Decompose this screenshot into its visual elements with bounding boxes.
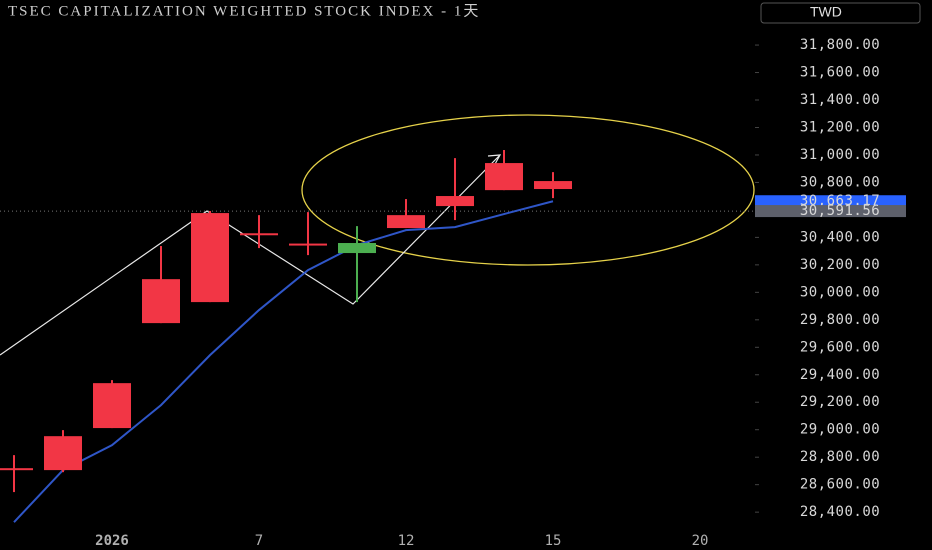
y-tick-label: 31,600.00	[800, 65, 880, 81]
x-tick-label: 20	[692, 533, 709, 549]
moving-average-line	[13, 200, 554, 523]
candle-body	[191, 213, 229, 303]
y-tick-label: 28,600.00	[800, 477, 880, 493]
y-tick-label: 31,200.00	[800, 119, 880, 135]
y-tick-label: 29,800.00	[800, 312, 880, 328]
y-tick-label: 29,400.00	[800, 367, 880, 383]
candle-body	[338, 243, 376, 254]
y-tick-label: 28,800.00	[800, 449, 880, 465]
y-tick-label: 29,000.00	[800, 422, 880, 438]
y-tick-label: 31,800.00	[800, 37, 880, 53]
price-label-box	[755, 205, 906, 218]
y-tick-label: 31,400.00	[800, 92, 880, 108]
candle-body	[289, 243, 327, 246]
candle-body	[240, 233, 278, 236]
arrow-head	[487, 154, 502, 167]
currency[interactable]: TWD	[810, 4, 842, 20]
y-tick-label: 30,800.00	[800, 174, 880, 190]
candle-body	[387, 215, 425, 229]
x-tick-label: 2026	[95, 533, 129, 549]
y-tick-label: 31,000.00	[800, 147, 880, 163]
candle-body	[93, 383, 131, 429]
y-tick-label: 30,400.00	[800, 229, 880, 245]
y-tick-label: 29,600.00	[800, 339, 880, 355]
price-label-box	[755, 195, 906, 208]
x-tick-label: 15	[545, 533, 562, 549]
candle-body	[485, 163, 523, 191]
y-tick-label: 28,400.00	[800, 504, 880, 520]
ellipse-drawing	[301, 114, 755, 266]
x-tick-label: 12	[398, 533, 415, 549]
plot-area	[0, 114, 755, 523]
y-tick-label: 30,200.00	[800, 257, 880, 273]
candle-body	[44, 436, 82, 471]
candle-body	[142, 279, 180, 324]
candle-body	[0, 468, 33, 471]
currency-box[interactable]	[760, 2, 921, 24]
price-label: 30,591.56	[800, 203, 880, 219]
y-tick-label: 30,000.00	[800, 284, 880, 300]
chart-title: TSEC CAPITALIZATION WEIGHTED STOCK INDEX…	[8, 3, 480, 19]
y-tick-label: 29,200.00	[800, 394, 880, 410]
candle-body	[436, 196, 474, 207]
x-tick-label: 7	[255, 533, 263, 549]
candle-body	[534, 181, 572, 190]
